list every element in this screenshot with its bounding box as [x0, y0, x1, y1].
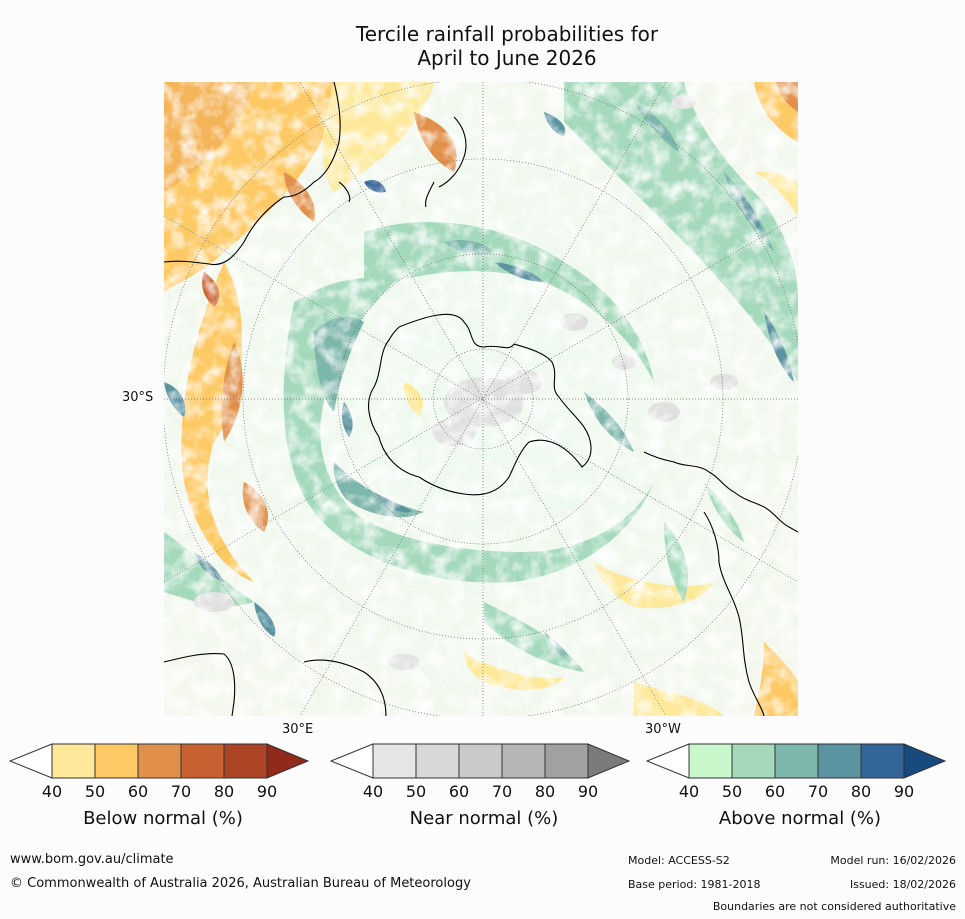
graticule	[164, 82, 798, 716]
legend-tick: 40	[362, 782, 384, 801]
legend-tick: 70	[807, 782, 829, 801]
legend-below-swatch-40	[51, 743, 96, 779]
footer-copyright: © Commonwealth of Australia 2026, Austra…	[10, 876, 471, 891]
legend-above-swatch-50	[731, 743, 776, 779]
legend-near-swatch-40	[372, 743, 417, 779]
legend-tick: 50	[405, 782, 427, 801]
legend-tick: 80	[213, 782, 235, 801]
legend-below-arrow-high	[266, 743, 310, 779]
footer-issued: Issued: 18/02/2026	[849, 878, 956, 891]
legend-tick: 90	[256, 782, 278, 801]
legend-tick: 50	[721, 782, 743, 801]
legend-near-swatch-70	[501, 743, 546, 779]
legend-tick: 40	[678, 782, 700, 801]
legend-below-ticks: 40 50 60 70 80 90	[8, 782, 318, 804]
legend-near-arrow-low	[329, 743, 374, 779]
legend-above-caption: Above normal (%)	[718, 808, 882, 829]
footer-model: Model: ACCESS-S2	[628, 854, 730, 867]
legend-above-arrow-low	[645, 743, 690, 779]
legend-above-swatch-70	[817, 743, 862, 779]
coastlines	[164, 82, 798, 716]
footer-base-period: Base period: 1981-2018	[628, 878, 761, 891]
legend-above-swatch-80	[860, 743, 905, 779]
legend-near-ticks: 40 50 60 70 80 90	[329, 782, 639, 804]
legend-tick: 70	[491, 782, 513, 801]
legend-near-swatch-60	[458, 743, 503, 779]
map-title: Tercile rainfall probabilities for April…	[355, 22, 659, 70]
legend-below-swatch-80	[223, 743, 268, 779]
legend-tick: 50	[84, 782, 106, 801]
legend-tick: 60	[448, 782, 470, 801]
legend-near-normal: 40 50 60 70 80 90 Near normal (%)	[329, 742, 639, 837]
legend-below-arrow-low	[8, 743, 53, 779]
longitude-label-30e: 30°E	[282, 722, 314, 737]
legend-above-swatch-40	[688, 743, 733, 779]
longitude-label-30w: 30°W	[645, 722, 681, 737]
legend-below-swatch-50	[94, 743, 139, 779]
legend-tick: 60	[127, 782, 149, 801]
legend-above-ticks: 40 50 60 70 80 90	[645, 782, 955, 804]
legend-near-caption: Near normal (%)	[409, 808, 559, 829]
legend-near-swatch-50	[415, 743, 460, 779]
southern-hemisphere-rainfall-map	[164, 82, 798, 716]
legend-tick: 60	[764, 782, 786, 801]
footer-disclaimer: Boundaries are not considered authoritat…	[712, 900, 956, 913]
legend-near-arrow-high	[587, 743, 631, 779]
legend-below-swatch-60	[137, 743, 182, 779]
legend-tick: 80	[534, 782, 556, 801]
legend-below-normal: 40 50 60 70 80 90 Below normal (%)	[8, 742, 318, 837]
latitude-label-30s: 30°S	[122, 390, 154, 405]
legend-tick: 40	[41, 782, 63, 801]
legend-below-swatch-70	[180, 743, 225, 779]
legend-above-swatch-60	[774, 743, 819, 779]
legend-tick: 70	[170, 782, 192, 801]
footer-model-run: Model run: 16/02/2026	[830, 854, 956, 867]
legend-tick: 90	[893, 782, 915, 801]
legend-below-caption: Below normal (%)	[83, 808, 243, 829]
legend-near-swatch-80	[544, 743, 589, 779]
legend-tick: 80	[850, 782, 872, 801]
footer-url[interactable]: www.bom.gov.au/climate	[10, 852, 174, 867]
legend-above-arrow-high	[903, 743, 947, 779]
legend-tick: 90	[577, 782, 599, 801]
legend-above-normal: 40 50 60 70 80 90 Above normal (%)	[645, 742, 955, 837]
